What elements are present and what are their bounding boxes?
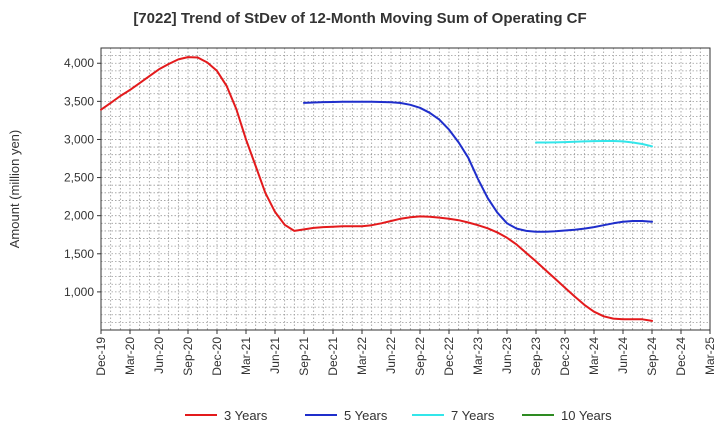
- x-tick-label: Dec-23: [558, 337, 572, 376]
- x-tick-label: Sep-21: [297, 337, 311, 376]
- x-tick-label: Mar-22: [355, 337, 369, 375]
- x-tick-label: Sep-22: [413, 337, 427, 376]
- legend-label: 3 Years: [224, 408, 268, 423]
- y-tick-label: 1,000: [64, 285, 94, 299]
- x-tick-label: Jun-24: [616, 337, 630, 374]
- x-tick-label: Dec-21: [326, 337, 340, 376]
- x-tick-label: Dec-22: [442, 337, 456, 376]
- x-tick-label: Mar-20: [123, 337, 137, 375]
- series-line-7-years: [535, 140, 653, 148]
- y-tick-label: 2,000: [64, 209, 94, 223]
- x-tick-label: Sep-23: [529, 337, 543, 376]
- legend-label: 7 Years: [451, 408, 495, 423]
- x-tick-label: Mar-21: [239, 337, 253, 375]
- y-tick-label: 3,500: [64, 94, 94, 108]
- x-tick-label: Jun-23: [500, 337, 514, 374]
- x-tick-label: Sep-24: [645, 337, 659, 376]
- series-layer: [100, 56, 653, 322]
- axis-layer: 1,000 1,500 2,000 2,500 3,000 3,500 4,000 Dec-1…: [7, 47, 717, 376]
- legend-label: 5 Years: [344, 408, 388, 423]
- legend-label: 10 Years: [561, 408, 612, 423]
- x-tick-label: Dec-20: [210, 337, 224, 376]
- x-tick-label: Jun-22: [384, 337, 398, 374]
- x-tick-label: Dec-19: [94, 337, 108, 376]
- x-tick-label: Mar-23: [471, 337, 485, 375]
- x-tick-label: Jun-20: [152, 337, 166, 374]
- x-tick-label: Sep-20: [181, 337, 195, 376]
- chart-title: [7022] Trend of StDev of 12-Month Moving…: [133, 10, 587, 27]
- legend-layer: 3 Years 5 Years 7 Years 10 Years: [185, 408, 612, 423]
- grid-layer: [101, 48, 710, 330]
- series-line-5-years: [303, 100, 653, 233]
- y-tick-label: 4,000: [64, 56, 94, 70]
- y-tick-label: 3,000: [64, 132, 94, 146]
- x-tick-label: Jun-21: [268, 337, 282, 374]
- y-tick-label: 1,500: [64, 247, 94, 261]
- y-axis-title: Amount (million yen): [7, 130, 22, 249]
- x-tick-label: Mar-24: [587, 337, 601, 375]
- y-tick-label: 2,500: [64, 171, 94, 185]
- plot-frame: [100, 47, 711, 331]
- x-tick-label: Mar-25: [703, 337, 717, 375]
- series-line-3-years: [100, 56, 653, 322]
- x-tick-label: Dec-24: [674, 337, 688, 376]
